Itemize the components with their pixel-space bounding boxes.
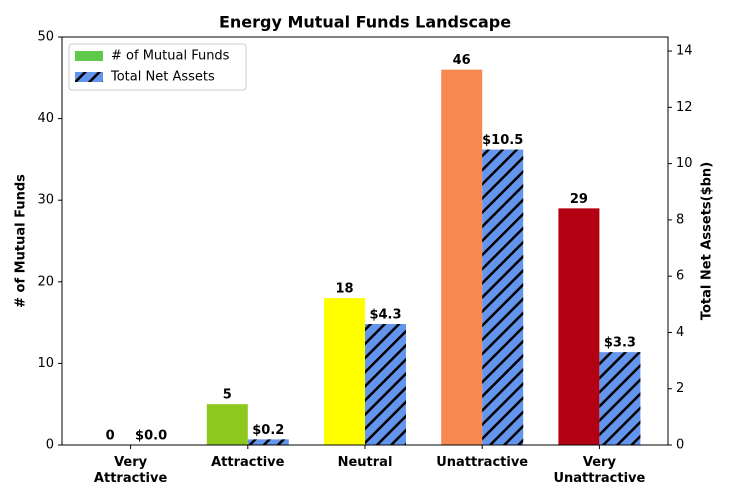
y2-tick-label: 2 xyxy=(676,381,684,396)
y2-tick-label: 0 xyxy=(676,438,684,453)
value-label: 0 xyxy=(106,429,115,444)
value-label: $10.5 xyxy=(482,133,523,148)
y2-tick-label: 4 xyxy=(676,325,684,340)
x-tick-label: Neutral xyxy=(338,455,393,470)
y-tick-label: 0 xyxy=(46,438,54,453)
y2-tick-label: 14 xyxy=(676,44,693,59)
value-label: $4.3 xyxy=(369,308,401,323)
legend-label: Total Net Assets xyxy=(110,70,215,85)
x-tick-label: Attractive xyxy=(211,455,285,470)
y-tick-label: 30 xyxy=(37,193,54,208)
y-tick-label: 50 xyxy=(37,30,54,45)
y2-tick-label: 10 xyxy=(676,156,693,171)
x-tick-label: Very Unattractive xyxy=(553,455,645,486)
y-tick-label: 20 xyxy=(37,274,54,289)
y2-tick-label: 8 xyxy=(676,212,684,227)
value-label: 46 xyxy=(453,53,471,68)
legend-swatch xyxy=(75,51,103,61)
value-label: 29 xyxy=(570,192,588,207)
bar xyxy=(441,69,483,445)
bar-hatch xyxy=(599,352,641,445)
value-label: 5 xyxy=(223,388,232,403)
y-axis-label: # of Mutual Funds xyxy=(14,174,29,308)
y2-axis-label: Total Net Assets($bn) xyxy=(700,162,715,320)
bar-hatch xyxy=(482,149,524,445)
y2-tick-label: 12 xyxy=(676,100,693,115)
value-label: 18 xyxy=(335,282,353,297)
plot-frame xyxy=(61,36,669,446)
bar-hatch xyxy=(365,324,406,445)
value-label: $3.3 xyxy=(604,336,636,351)
y-tick-label: 40 xyxy=(37,111,54,126)
bar-hatch xyxy=(247,439,289,445)
value-label: $0.2 xyxy=(252,423,284,438)
chart-title: Energy Mutual Funds Landscape xyxy=(219,13,511,32)
x-tick-label: Unattractive xyxy=(436,455,528,470)
y-tick-label: 10 xyxy=(37,356,54,371)
value-label: $0.0 xyxy=(135,429,167,444)
legend-box xyxy=(68,43,247,91)
x-tick-label: Very Attractive xyxy=(94,455,168,486)
legend-label: # of Mutual Funds xyxy=(111,49,230,64)
bar xyxy=(206,404,248,445)
bar xyxy=(324,298,365,445)
legend-swatch-hatch xyxy=(75,72,103,82)
bar xyxy=(558,208,600,445)
y2-tick-label: 6 xyxy=(676,269,684,284)
